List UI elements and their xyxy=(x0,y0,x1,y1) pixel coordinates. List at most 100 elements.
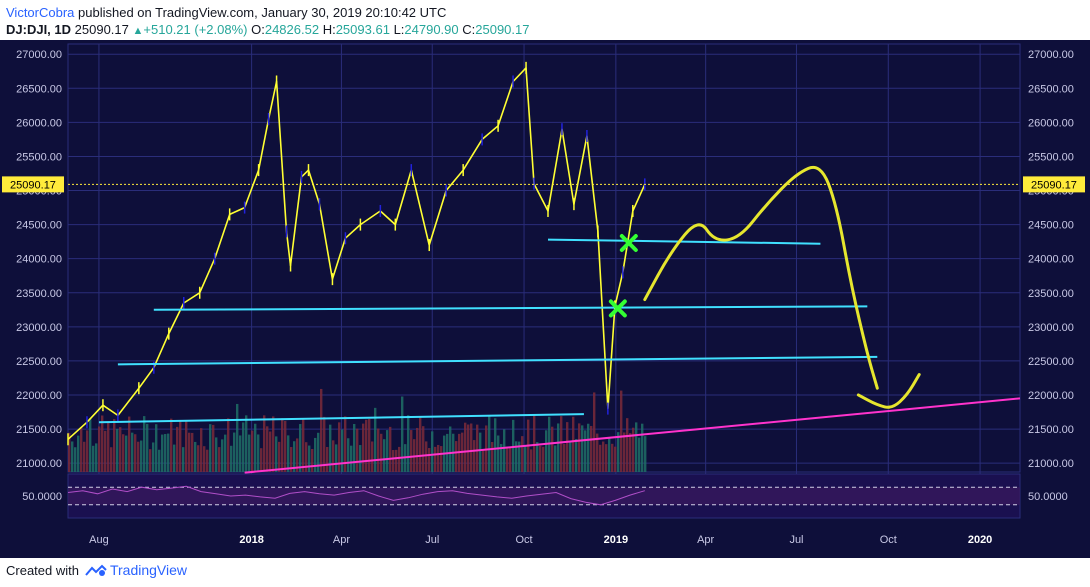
volume-bar xyxy=(224,434,227,472)
last-price-label-right: 25090.17 xyxy=(1031,179,1077,191)
up-arrow-icon: ▲ xyxy=(132,25,144,37)
y-tick-label-right: 26500.00 xyxy=(1028,83,1074,95)
volume-bar xyxy=(113,419,116,472)
volume-bar xyxy=(260,448,263,472)
volume-bar xyxy=(407,415,410,472)
volume-bar xyxy=(101,415,104,472)
volume-bar xyxy=(200,428,203,472)
last-price-label-left: 25090.17 xyxy=(10,179,56,191)
volume-bar xyxy=(422,426,425,472)
y-tick-label-right: 22500.00 xyxy=(1028,356,1074,368)
volume-bar xyxy=(500,444,503,472)
volume-bar xyxy=(374,407,377,472)
volume-bar xyxy=(317,432,320,472)
y-tick-label-left: 24500.00 xyxy=(16,220,62,232)
volume-bar xyxy=(182,447,185,472)
volume-bar xyxy=(266,426,269,472)
published-text: published on TradingView.com, January 30… xyxy=(78,5,447,20)
tradingview-brand[interactable]: TradingView xyxy=(109,562,188,578)
forecast-path xyxy=(643,165,879,390)
y-tick-label-left: 25500.00 xyxy=(16,151,62,163)
x-tick-label: 2019 xyxy=(604,534,628,546)
support-line xyxy=(98,413,584,424)
volume-bar xyxy=(146,423,149,472)
volume-bar xyxy=(641,423,644,472)
volume-bar xyxy=(77,435,80,472)
volume-bar xyxy=(281,418,284,472)
volume-bar xyxy=(335,444,338,472)
volume-bar xyxy=(197,445,200,472)
x-tick-label: Apr xyxy=(333,534,350,546)
volume-bar xyxy=(596,433,599,472)
created-with-label: Created with xyxy=(6,562,79,578)
volume-bar xyxy=(302,418,305,472)
volume-bar xyxy=(629,433,632,472)
volume-bar xyxy=(479,432,482,472)
volume-bar xyxy=(398,446,401,472)
volume-bar xyxy=(536,442,539,472)
volume-bar xyxy=(254,423,257,472)
volume-bar xyxy=(590,425,593,472)
volume-bar xyxy=(371,441,374,472)
price-change: +510.21 (+2.08%) xyxy=(143,22,248,37)
y-tick-label-right: 21000.00 xyxy=(1028,458,1074,470)
volume-bar xyxy=(440,446,443,472)
volume-bar xyxy=(248,434,251,472)
volume-bar xyxy=(449,426,452,472)
volume-bar xyxy=(287,435,290,472)
volume-bar xyxy=(491,441,494,472)
volume-bar xyxy=(299,424,302,472)
volume-bar xyxy=(221,439,224,472)
volume-bar xyxy=(314,437,317,472)
volume-bar xyxy=(86,430,89,472)
close-label: C: xyxy=(462,22,476,37)
volume-bar xyxy=(560,416,563,472)
volume-bar xyxy=(383,439,386,472)
volume-bar xyxy=(359,445,362,472)
volume-bar xyxy=(416,427,419,472)
author-link[interactable]: VictorCobra xyxy=(6,5,75,20)
y-tick-label-right: 25500.00 xyxy=(1028,151,1074,163)
volume-bar xyxy=(368,418,371,472)
volume-bar xyxy=(473,440,476,472)
volume-bar xyxy=(83,441,86,472)
volume-bar xyxy=(518,441,521,472)
y-tick-label-left: 21000.00 xyxy=(16,458,62,470)
y-tick-label-left: 26500.00 xyxy=(16,83,62,95)
footer: Created with TradingView xyxy=(6,562,187,578)
volume-bar xyxy=(515,441,518,472)
volume-bar xyxy=(533,415,536,472)
volume-bar xyxy=(386,430,389,472)
volume-bar xyxy=(470,423,473,472)
y-tick-label-left: 24000.00 xyxy=(16,254,62,266)
rsi-line xyxy=(67,485,645,506)
x-tick-label: 2020 xyxy=(968,534,992,546)
volume-bar xyxy=(569,441,572,472)
volume-bar xyxy=(203,446,206,472)
rebound-path xyxy=(856,373,921,409)
y-tick-label-left: 22000.00 xyxy=(16,390,62,402)
volume-bar xyxy=(305,442,308,472)
volume-bar xyxy=(242,422,245,472)
volume-bar xyxy=(161,434,164,472)
volume-bar xyxy=(455,441,458,472)
volume-bar xyxy=(365,419,368,472)
volume-bar xyxy=(134,434,137,472)
volume-bar xyxy=(89,418,92,472)
volume-bar xyxy=(293,441,296,472)
volume-bar xyxy=(467,424,470,472)
volume-bar xyxy=(482,449,485,472)
last-price-badge-right xyxy=(1023,176,1085,193)
volume-bar xyxy=(410,430,413,472)
volume-bar xyxy=(296,438,299,472)
price-chart[interactable]: 27000.00 27000.00 26500.00 26500.00 26000.00… xyxy=(0,40,1090,558)
volume-bar xyxy=(227,418,230,472)
volume-bar xyxy=(191,432,194,472)
volume-bar xyxy=(290,447,293,472)
volume-bar xyxy=(593,392,596,472)
tradingview-logo-icon xyxy=(85,564,107,576)
volume-bar xyxy=(311,448,314,472)
volume-bar xyxy=(566,422,569,472)
high-label: H: xyxy=(322,22,336,37)
y-tick-label-left: 22500.00 xyxy=(16,356,62,368)
